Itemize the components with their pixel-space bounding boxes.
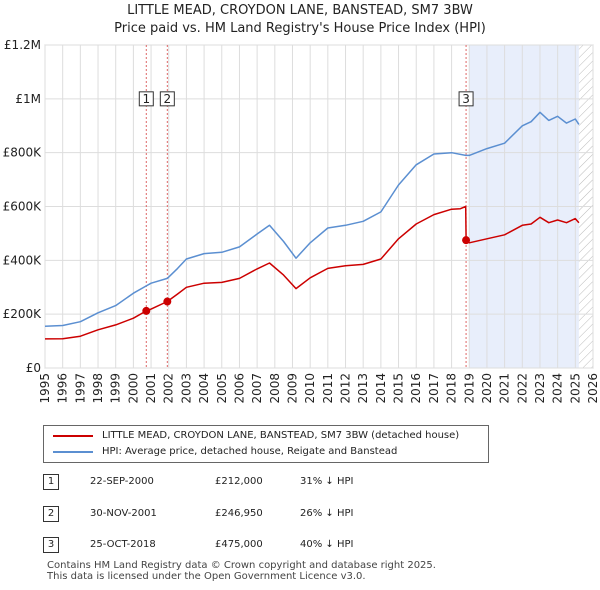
x-tick-label: 2001 (144, 373, 158, 404)
transaction-price: £246,950 (215, 508, 263, 519)
x-tick-label: 2007 (250, 373, 264, 404)
x-tick-label: 2003 (179, 373, 193, 404)
sale-label-box (138, 91, 154, 107)
x-tick-label: 1999 (109, 373, 123, 404)
footer-copyright: Contains HM Land Registry data © Crown c… (47, 560, 436, 571)
transaction-number: 2 (43, 506, 59, 522)
x-tick-label: 2014 (374, 373, 388, 404)
transaction-price: £475,000 (215, 539, 263, 550)
x-tick-label: 2024 (551, 373, 565, 404)
x-tick-label: 2008 (268, 373, 282, 404)
x-tick-label: 2020 (480, 373, 494, 404)
x-tick-label: 1995 (38, 373, 52, 404)
legend: LITTLE MEAD, CROYDON LANE, BANSTEAD, SM7… (43, 425, 489, 463)
x-tick-label: 1998 (91, 373, 105, 404)
x-tick-label: 2004 (197, 373, 211, 404)
chart-title-line2: Price paid vs. HM Land Registry's House … (114, 21, 486, 36)
x-tick-label: 2026 (586, 373, 600, 404)
sale-label-number: 1 (142, 92, 150, 106)
transaction-price: £212,000 (215, 476, 263, 487)
transaction-number: 1 (43, 474, 59, 490)
y-tick-label: £0 (26, 361, 41, 375)
sale-label-number: 2 (164, 92, 172, 106)
legend-swatch-hpi (53, 451, 93, 453)
sale-point (462, 236, 471, 245)
y-tick-label: £600K (3, 200, 43, 214)
x-tick-label: 2000 (126, 373, 140, 404)
y-tick-label: £800K (3, 146, 43, 160)
sale-label-box (159, 91, 175, 107)
x-tick-label: 2017 (427, 373, 441, 404)
x-tick-label: 2013 (356, 373, 370, 404)
transaction-hpi-diff: 40% ↓ HPI (300, 539, 354, 550)
transaction-number: 3 (43, 537, 59, 553)
x-tick-label: 2012 (339, 373, 353, 404)
x-tick-label: 2019 (462, 373, 476, 404)
x-tick-label: 2009 (285, 373, 299, 404)
x-tick-label: 2011 (321, 373, 335, 404)
transaction-hpi-diff: 31% ↓ HPI (300, 476, 354, 487)
footer: Contains HM Land Registry data © Crown c… (47, 560, 436, 582)
sale-label-box (458, 91, 474, 107)
y-tick-label: £1M (15, 92, 41, 106)
hpi-line (44, 111, 580, 328)
legend-swatch-property (53, 435, 93, 437)
sale-point (163, 297, 172, 306)
x-tick-label: 2010 (303, 373, 317, 404)
x-tick-label: 1997 (73, 373, 87, 404)
x-tick-label: 2021 (498, 373, 512, 404)
chart-title-line1: LITTLE MEAD, CROYDON LANE, BANSTEAD, SM7… (127, 3, 473, 18)
x-tick-label: 2015 (392, 373, 406, 404)
x-tick-label: 2022 (515, 373, 529, 404)
x-tick-label: 2016 (409, 373, 423, 404)
x-tick-label: 2025 (568, 373, 582, 404)
legend-label-hpi: HPI: Average price, detached house, Reig… (102, 446, 398, 457)
y-tick-label: £200K (3, 307, 43, 321)
y-tick-label: £400K (3, 253, 43, 267)
transaction-date: 30-NOV-2001 (90, 508, 157, 519)
transaction-date: 22-SEP-2000 (90, 476, 154, 487)
transaction-date: 25-OCT-2018 (90, 539, 156, 550)
sale-label-number: 3 (462, 92, 470, 106)
x-tick-label: 2006 (232, 373, 246, 404)
x-tick-label: 1996 (56, 373, 70, 404)
x-tick-label: 2002 (162, 373, 176, 404)
chart-title: LITTLE MEAD, CROYDON LANE, BANSTEAD, SM7… (0, 0, 600, 38)
x-tick-label: 2018 (445, 373, 459, 404)
x-tick-label: 2023 (533, 373, 547, 404)
x-tick-label: 2005 (215, 373, 229, 404)
transaction-hpi-diff: 26% ↓ HPI (300, 508, 354, 519)
y-tick-label: £1.2M (4, 38, 41, 52)
sale-point (142, 306, 151, 315)
footer-licence: This data is licensed under the Open Gov… (47, 571, 366, 582)
legend-label-property: LITTLE MEAD, CROYDON LANE, BANSTEAD, SM7… (102, 430, 460, 441)
